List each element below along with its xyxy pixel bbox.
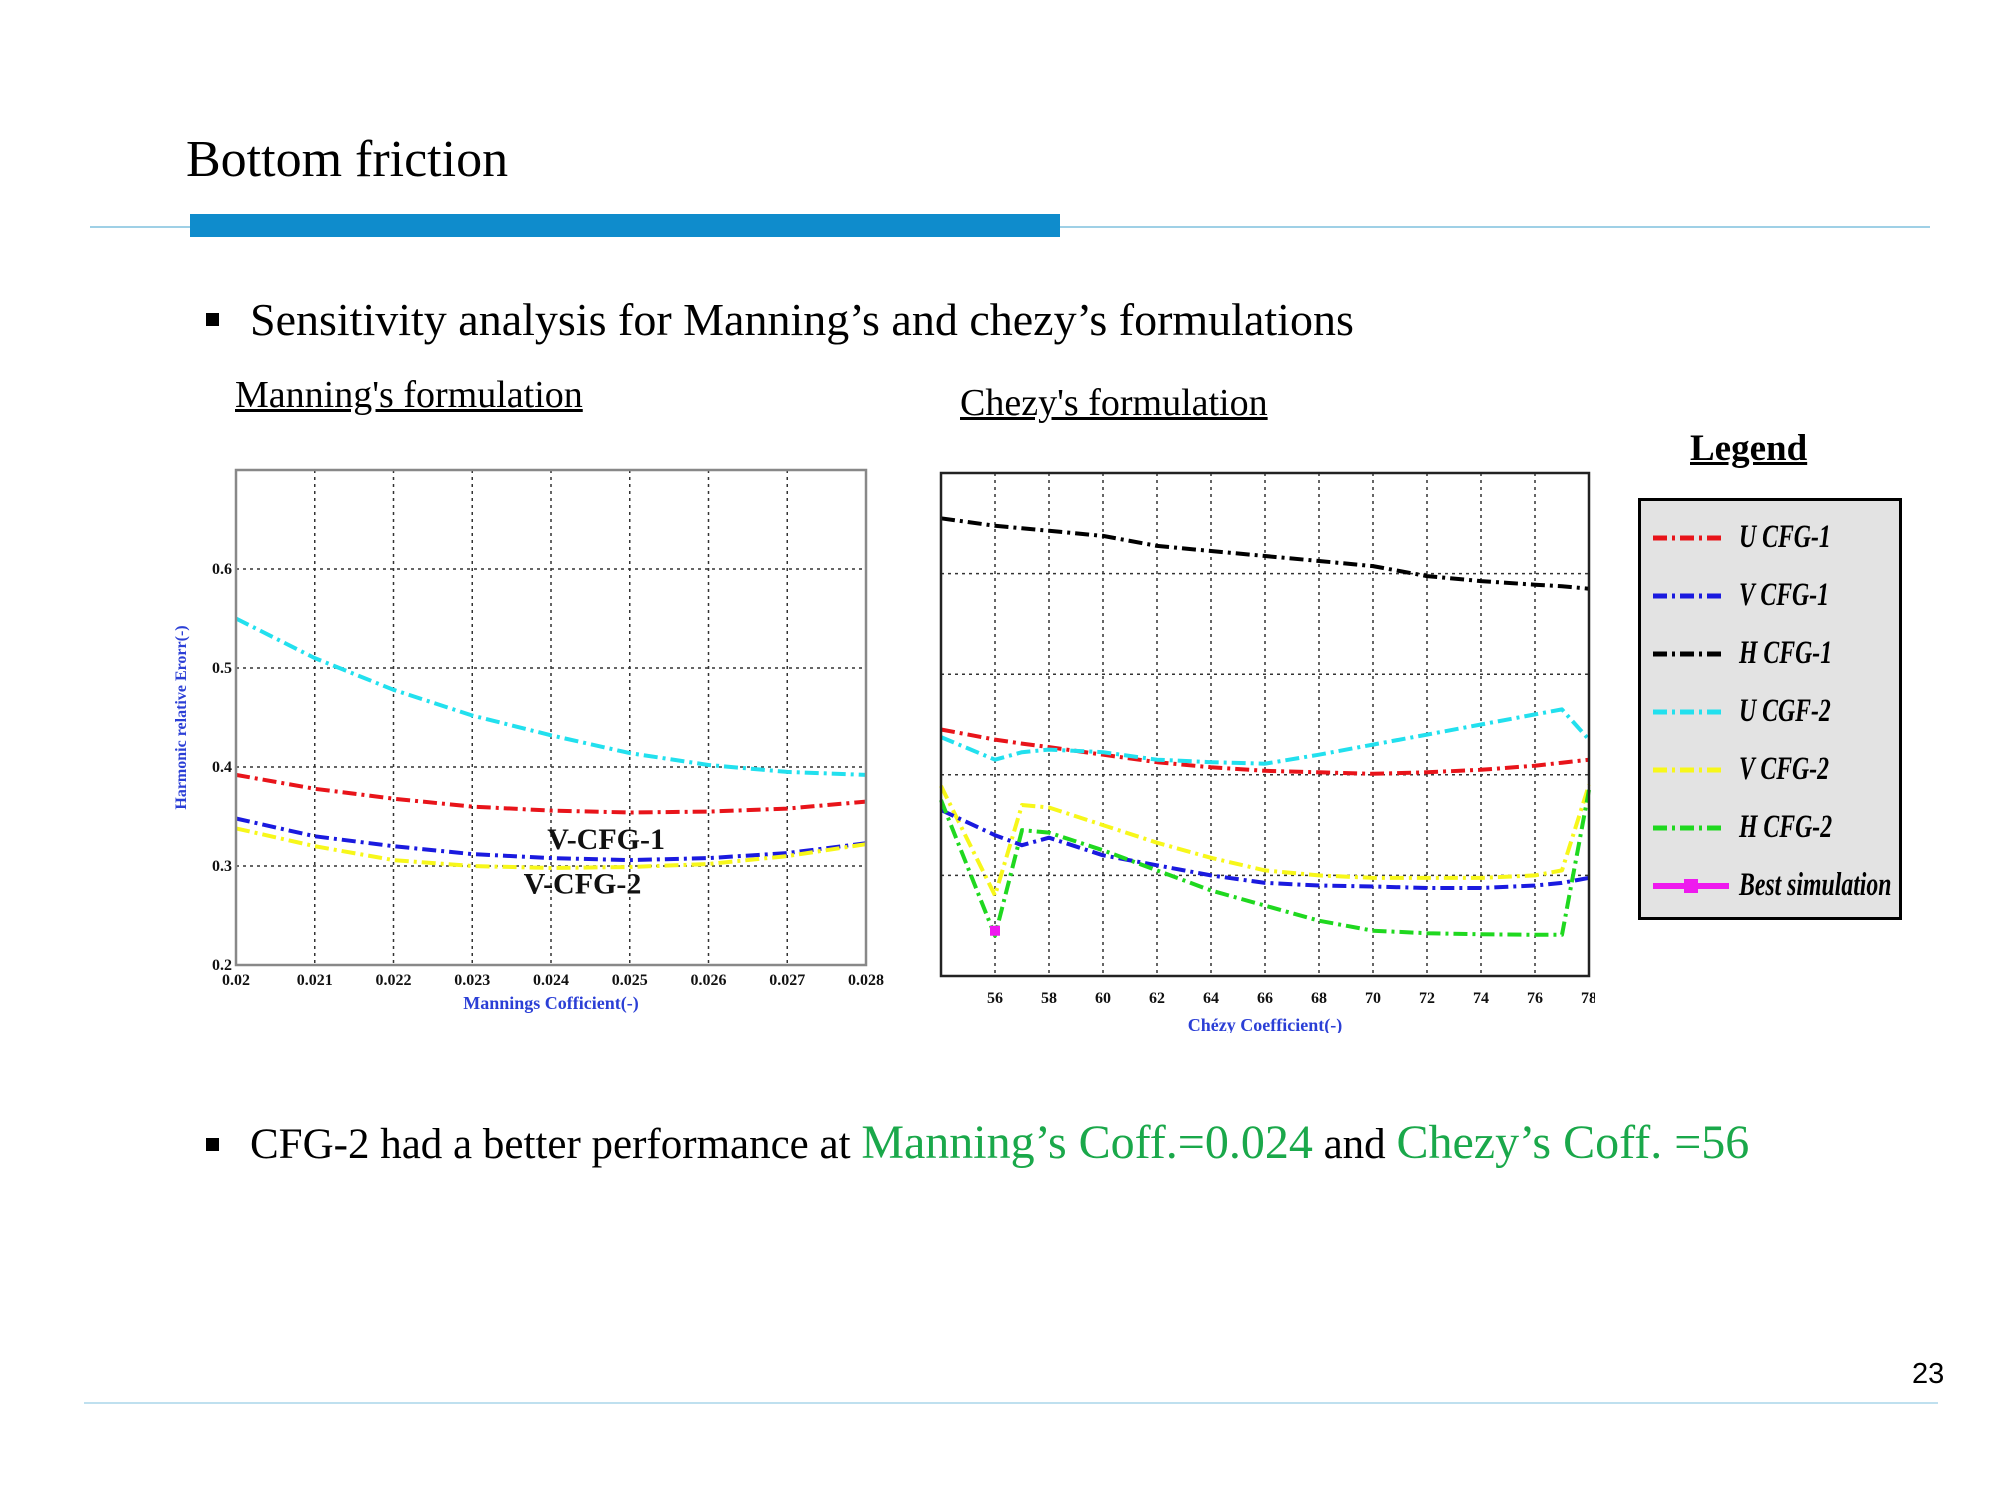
x-tick-label: 0.021 (297, 972, 333, 989)
legend-swatch (1653, 709, 1723, 715)
series-line-u-cfg-1 (235, 772, 867, 815)
x-tick-label: 78 (1581, 990, 1595, 1007)
series-line-h-cfg-2 (939, 789, 1591, 938)
legend-item-best-simulation: Best simulation (1651, 857, 1901, 915)
series-line-h-cfg-1 (940, 516, 1590, 591)
x-tick-label: 62 (1149, 990, 1165, 1007)
plot-frame (939, 471, 1591, 978)
x-tick-label: 70 (1365, 990, 1381, 1007)
y-tick-label: 0.3 (212, 858, 232, 875)
x-tick-label: 66 (1257, 990, 1273, 1007)
page-number: 23 (1912, 1358, 1945, 1390)
legend: U CFG-1 V CFG-1 H CFG-1 U CGF-2 V CFG-2 H CFG… (1638, 498, 1902, 920)
series-line-u-cfg-1 (940, 727, 1590, 776)
x-tick-label: 58 (1041, 990, 1057, 1007)
legend-swatch (1653, 825, 1723, 831)
legend-item-h-cfg-2: H CFG-2 (1651, 799, 1901, 857)
legend-label: H CFG-2 (1739, 809, 1833, 845)
bullet-sensitivity: Sensitivity analysis for Manning’s and c… (250, 294, 1354, 345)
bullet-marker (206, 313, 219, 326)
x-tick-label: 0.024 (533, 972, 569, 989)
legend-label: V CFG-1 (1739, 577, 1830, 613)
bullet-marker (206, 1138, 219, 1151)
x-tick-label: 0.02 (222, 972, 250, 989)
legend-swatch (1653, 767, 1723, 773)
legend-swatch (1653, 593, 1723, 599)
legend-marker (1684, 879, 1698, 893)
series-line-v-cfg-1 (940, 808, 1590, 890)
series-line-v-cfg-1 (235, 816, 867, 863)
legend-label: Best simulation (1739, 867, 1892, 903)
x-tick-label: 56 (987, 990, 1003, 1007)
manning-chart: 0.02 0.021 0.022 0.023 0.024 0.025 0.026 0.027 0… (173, 468, 884, 1014)
slide-title: Bottom friction (186, 131, 509, 188)
legend-swatch (1653, 535, 1723, 541)
x-tick-label: 64 (1203, 990, 1219, 1007)
y-tick-label: 0.5 (212, 660, 232, 677)
x-tick-label: 0.027 (769, 972, 805, 989)
x-tick-label: 0.023 (454, 972, 490, 989)
x-tick-label: 74 (1473, 990, 1489, 1007)
y-axis-label: Harmonic relative Erorr(-) (173, 625, 190, 809)
manning-coefficient-highlight: Manning’s Coff.=0.024 (861, 1116, 1313, 1169)
manning-heading: Manning's formulation (235, 374, 583, 416)
legend-swatch (1653, 879, 1729, 893)
chezy-coefficient-highlight: Chezy’s Coff. =56 (1396, 1116, 1750, 1169)
x-tick-label: 72 (1419, 990, 1435, 1007)
legend-label: V CFG-2 (1739, 751, 1830, 787)
y-tick-label: 0.6 (212, 561, 232, 578)
legend-item-v-cfg-1: V CFG-1 (1651, 567, 1901, 625)
legend-item-h-cfg-1: H CFG-1 (1651, 625, 1901, 683)
series-line-v-cfg-2 (939, 784, 1591, 898)
legend-label: H CFG-1 (1739, 635, 1833, 671)
y-tick-label: 0.4 (212, 759, 232, 776)
legend-label: U CFG-1 (1739, 519, 1831, 555)
x-tick-label: 0.022 (376, 972, 412, 989)
x-tick-label: 60 (1095, 990, 1111, 1007)
series-annotation-v-cfg-1: V-CFG-1 (547, 823, 665, 856)
plot-frame (234, 468, 868, 967)
legend-item-u-cgf-2: U CGF-2 (1651, 683, 1901, 741)
best-simulation-marker (990, 925, 1000, 936)
series-line-u-cgf-2 (235, 616, 867, 777)
conclusion-connector: and (1312, 1121, 1397, 1168)
series-line-u-cgf-2 (940, 707, 1591, 766)
x-tick-label: 0.026 (691, 972, 727, 989)
legend-item-u-cfg-1: U CFG-1 (1651, 509, 1901, 567)
series-annotation-v-cfg-2: V-CFG-2 (524, 868, 642, 901)
x-tick-label: 76 (1527, 990, 1543, 1007)
legend-heading: Legend (1690, 428, 1808, 469)
chezy-chart: 56 58 60 62 64 66 68 70 72 74 76 78 Chézy Coefficien… (939, 471, 1595, 1033)
series-line-v-cfg-2 (235, 826, 867, 870)
x-axis-label: Chézy Coefficient(-) (1188, 1015, 1342, 1033)
title-accent-bar (190, 214, 1060, 237)
x-axis-label: Mannings Cofficient(-) (463, 993, 638, 1014)
x-tick-label: 0.025 (612, 972, 648, 989)
legend-label: U CGF-2 (1739, 693, 1831, 729)
footer-divider-line (84, 1402, 1938, 1404)
x-tick-label: 68 (1311, 990, 1327, 1007)
y-tick-label: 0.2 (212, 957, 232, 974)
x-tick-label: 0.028 (848, 972, 884, 989)
legend-swatch (1653, 651, 1723, 657)
conclusion-text: CFG-2 had a better performance at (250, 1121, 862, 1168)
chezy-heading: Chezy's formulation (960, 382, 1268, 424)
legend-item-v-cfg-2: V CFG-2 (1651, 741, 1901, 799)
bullet-conclusion: CFG-2 had a better performance at Mannin… (250, 1112, 1749, 1176)
